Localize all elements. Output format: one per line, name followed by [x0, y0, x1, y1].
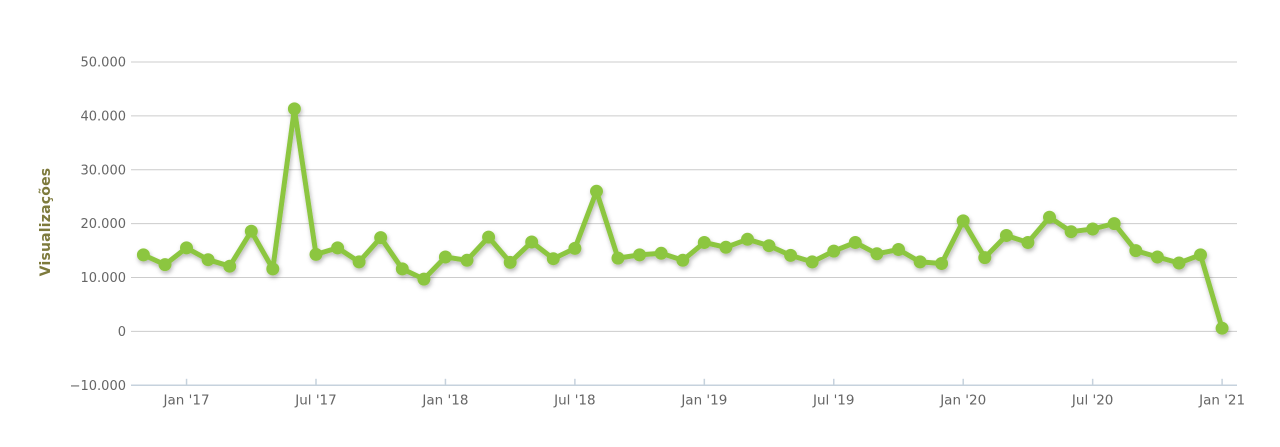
- data-point[interactable]: [870, 247, 884, 261]
- data-point[interactable]: [848, 236, 862, 249]
- data-point[interactable]: [913, 255, 927, 269]
- x-axis-label: Jan '21: [1198, 392, 1245, 408]
- data-point[interactable]: [611, 251, 625, 265]
- x-axis-label: Jul '19: [812, 392, 854, 408]
- data-point[interactable]: [546, 252, 560, 266]
- data-point[interactable]: [1086, 222, 1100, 236]
- data-point[interactable]: [1129, 244, 1143, 258]
- data-point[interactable]: [374, 231, 388, 245]
- x-axis-label: Jul '17: [294, 392, 336, 408]
- data-point[interactable]: [223, 259, 237, 273]
- data-point[interactable]: [784, 248, 798, 262]
- data-point[interactable]: [999, 229, 1013, 242]
- x-axis-label: Jan '18: [421, 392, 468, 408]
- data-point[interactable]: [762, 239, 776, 253]
- data-point[interactable]: [741, 232, 754, 246]
- data-point[interactable]: [158, 258, 172, 272]
- data-point[interactable]: [1172, 256, 1186, 270]
- data-point[interactable]: [719, 240, 733, 254]
- x-axis-label: Jul '18: [553, 392, 595, 408]
- data-point[interactable]: [460, 253, 474, 267]
- data-point[interactable]: [633, 248, 647, 262]
- data-point[interactable]: [1150, 250, 1164, 264]
- data-point[interactable]: [1064, 225, 1078, 239]
- data-point[interactable]: [1194, 248, 1207, 262]
- data-point[interactable]: [805, 255, 819, 269]
- x-axis-label: Jan '19: [680, 392, 727, 408]
- data-point[interactable]: [654, 246, 668, 260]
- y-axis-label: 30.000: [81, 163, 127, 178]
- data-point[interactable]: [244, 224, 258, 238]
- y-axis-label: 10.000: [81, 271, 127, 286]
- data-point[interactable]: [136, 248, 150, 262]
- data-point[interactable]: [180, 241, 193, 255]
- series-line: [140, 106, 1225, 331]
- data-point[interactable]: [935, 257, 949, 270]
- y-axis-label: 50.000: [81, 56, 127, 71]
- x-axis-label: Jan '20: [939, 392, 986, 408]
- data-point[interactable]: [352, 255, 366, 269]
- data-point[interactable]: [697, 236, 711, 249]
- y-axis-title: Visualizações: [38, 167, 54, 277]
- y-axis-label: 40.000: [81, 109, 127, 124]
- data-point[interactable]: [309, 247, 323, 261]
- data-point[interactable]: [525, 235, 539, 249]
- data-point[interactable]: [1215, 321, 1229, 335]
- data-point[interactable]: [395, 262, 409, 276]
- data-point[interactable]: [503, 255, 517, 269]
- data-point[interactable]: [956, 214, 970, 228]
- series-group: [136, 102, 1229, 335]
- data-point[interactable]: [676, 253, 690, 267]
- data-point[interactable]: [568, 241, 582, 255]
- data-point[interactable]: [978, 251, 992, 265]
- data-point[interactable]: [287, 102, 301, 116]
- data-point[interactable]: [827, 244, 841, 258]
- data-point[interactable]: [201, 253, 215, 267]
- data-point[interactable]: [590, 184, 603, 198]
- data-point[interactable]: [331, 241, 345, 255]
- data-point[interactable]: [1107, 217, 1121, 231]
- x-axis-label: Jan '17: [163, 392, 210, 408]
- data-point[interactable]: [482, 230, 496, 244]
- data-point[interactable]: [417, 272, 431, 286]
- y-axis-label: 20.000: [81, 217, 127, 232]
- data-point[interactable]: [438, 250, 452, 264]
- data-point[interactable]: [892, 243, 905, 256]
- y-axis-label: 0: [118, 325, 126, 340]
- data-point[interactable]: [1021, 236, 1035, 249]
- x-axis-label: Jul '20: [1071, 392, 1113, 408]
- data-point[interactable]: [1043, 210, 1056, 224]
- y-axis-label: −10.000: [70, 379, 126, 394]
- data-point[interactable]: [266, 262, 280, 276]
